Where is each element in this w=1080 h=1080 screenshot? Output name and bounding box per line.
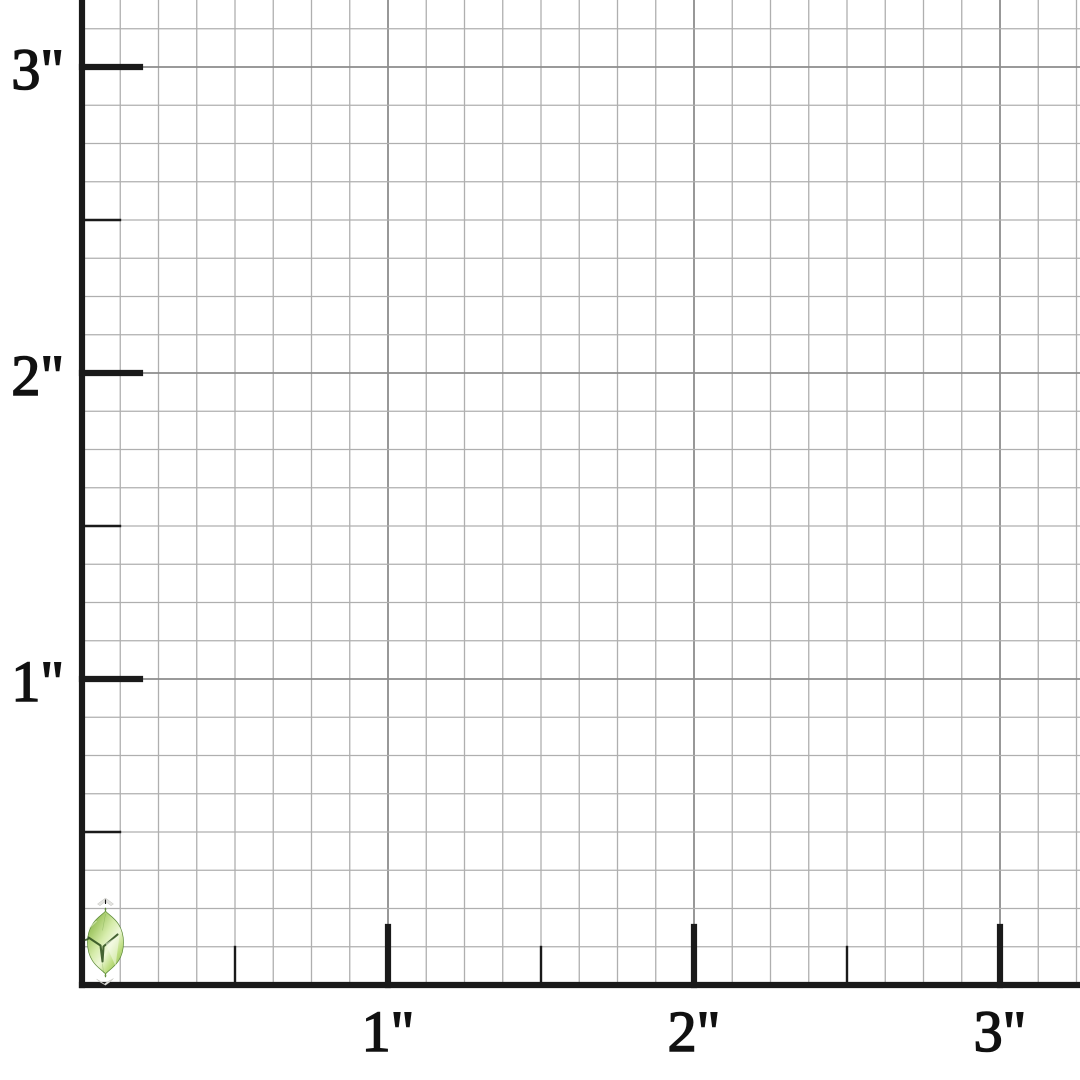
svg-text:2": 2" bbox=[11, 343, 64, 408]
svg-text:1": 1" bbox=[362, 999, 415, 1064]
svg-text:2": 2" bbox=[668, 999, 721, 1064]
svg-text:1": 1" bbox=[11, 649, 64, 714]
svg-text:3": 3" bbox=[11, 37, 64, 102]
svg-text:3": 3" bbox=[974, 999, 1027, 1064]
